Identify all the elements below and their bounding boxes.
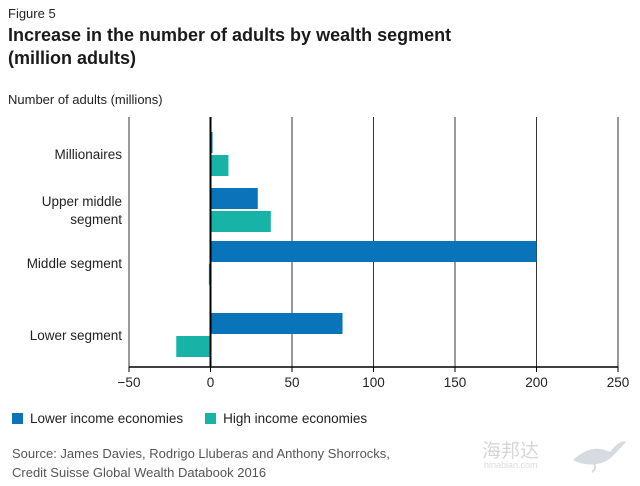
bar-chart: −50 0 50 100 150 200 250 Millionaires Upper midd… — [27, 117, 630, 390]
bar-high-1 — [210, 211, 271, 232]
legend-swatch-high — [205, 413, 217, 424]
category-label: Upper middle — [42, 194, 122, 209]
legend-item-lower: Lower income economies — [12, 411, 183, 426]
legend-label-high: High income economies — [223, 411, 368, 426]
x-tick-label: 250 — [607, 375, 630, 390]
legend: Lower income economies High income econo… — [12, 411, 389, 426]
chart-title: Increase in the number of adults by weal… — [8, 24, 608, 70]
legend-item-high: High income economies — [205, 411, 367, 426]
watermark-subtext: hinabian.com — [484, 460, 538, 470]
category-label: Middle segment — [27, 256, 123, 271]
watermark-text: 海邦达 — [482, 440, 540, 462]
chart-title-line-2: (million adults) — [8, 48, 136, 68]
source-line-1: Source: James Davies, Rodrigo Lluberas a… — [12, 446, 390, 461]
x-tick-label: 50 — [284, 375, 299, 390]
source-line-2: Credit Suisse Global Wealth Databook 201… — [12, 465, 267, 480]
x-tick-label: −50 — [118, 375, 141, 390]
bird-logo-icon — [573, 441, 626, 473]
bar-high-3 — [176, 336, 211, 357]
y-axis-title: Number of adults (millions) — [8, 92, 163, 107]
bar-lower-1 — [210, 188, 258, 209]
legend-label-lower: Lower income economies — [30, 411, 184, 426]
source-note: Source: James Davies, Rodrigo Lluberas a… — [12, 444, 390, 482]
bar-lower-3 — [210, 313, 343, 334]
x-tick-label: 200 — [525, 375, 548, 390]
bar-lower-2 — [210, 241, 537, 262]
legend-swatch-lower — [12, 413, 23, 424]
category-label: Lower segment — [30, 328, 123, 343]
watermark: 海邦达 hinabian.com — [482, 434, 632, 474]
x-tick-label: 150 — [444, 375, 467, 390]
category-label: segment — [70, 212, 122, 227]
x-tick-label: 100 — [362, 375, 385, 390]
chart-title-line-1: Increase in the number of adults by weal… — [8, 25, 452, 45]
category-label: Millionaires — [54, 147, 122, 162]
figure-label: Figure 5 — [8, 6, 56, 21]
x-tick-label: 0 — [207, 375, 215, 390]
bar-high-0 — [210, 155, 229, 176]
